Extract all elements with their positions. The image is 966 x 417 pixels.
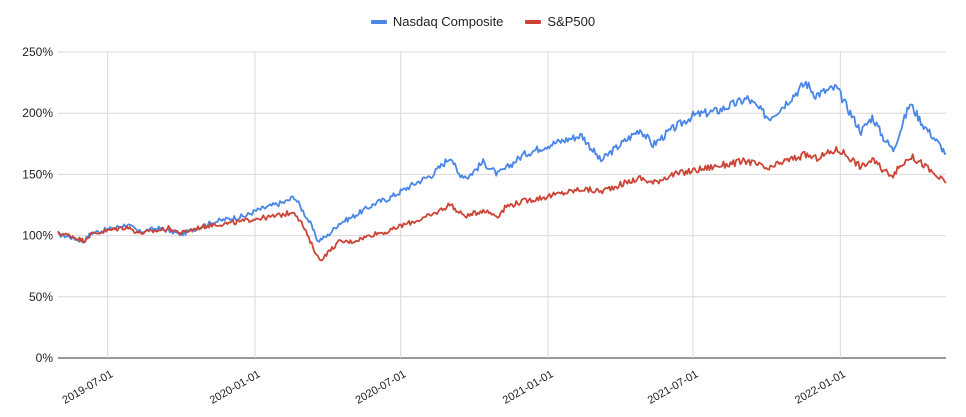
- y-tick-label: 100%: [22, 229, 53, 243]
- legend-label-sp500: S&P500: [547, 14, 596, 29]
- y-tick-label: 0%: [36, 351, 54, 365]
- x-tick-label: 2020-07-01: [353, 368, 408, 407]
- y-tick-label: 200%: [22, 106, 53, 120]
- series-line-sp500: [57, 146, 947, 262]
- x-tick-label: 2019-07-01: [60, 368, 115, 407]
- x-tick-label: 2021-01-01: [501, 368, 556, 407]
- y-tick-label: 50%: [29, 290, 53, 304]
- series-line-nasdaq: [57, 80, 947, 244]
- legend-item-sp500[interactable]: S&P500: [525, 14, 595, 29]
- chart-legend: Nasdaq Composite S&P500: [0, 14, 966, 29]
- x-tick-label: 2020-01-01: [208, 368, 263, 407]
- y-tick-label: 150%: [22, 167, 53, 181]
- legend-swatch-nasdaq: [370, 19, 387, 24]
- y-tick-label: 250%: [22, 45, 53, 59]
- legend-item-nasdaq[interactable]: Nasdaq Composite: [370, 14, 504, 29]
- legend-swatch-sp500: [525, 19, 542, 24]
- legend-label-nasdaq: Nasdaq Composite: [392, 14, 504, 29]
- x-tick-label: 2021-07-01: [646, 368, 701, 407]
- x-tick-label: 2022-01-01: [793, 368, 848, 407]
